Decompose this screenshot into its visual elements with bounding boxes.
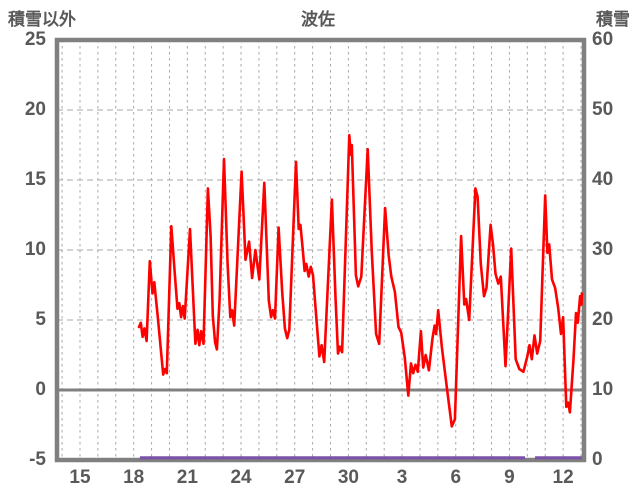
left-axis-tick: 5 — [35, 309, 46, 330]
left-axis-tick: 0 — [35, 379, 46, 400]
right-axis-tick: 10 — [592, 379, 614, 400]
left-axis-tick: 10 — [24, 239, 46, 260]
right-axis-tick: 60 — [592, 29, 614, 50]
left-axis-tick: 25 — [24, 29, 46, 50]
right-axis-tick: 20 — [592, 309, 614, 330]
left-axis-tick: 15 — [24, 169, 46, 190]
x-axis-tick: 9 — [504, 467, 515, 488]
left-axis-tick: 20 — [24, 99, 46, 120]
left-axis-title: 積雪以外 — [8, 10, 76, 29]
chart-title: 波佐 — [301, 10, 335, 29]
x-axis-tick: 6 — [450, 467, 462, 488]
x-axis-tick: 18 — [123, 467, 145, 488]
right-axis-tick: 40 — [592, 169, 614, 190]
x-axis-tick: 3 — [396, 467, 408, 488]
x-axis-tick: 24 — [230, 467, 252, 488]
x-axis-tick: 12 — [552, 467, 574, 488]
x-axis-tick: 15 — [69, 467, 91, 488]
left-axis-tick: -5 — [29, 449, 46, 470]
x-axis-tick: 21 — [176, 467, 198, 488]
right-axis-tick: 30 — [592, 239, 614, 260]
x-axis-tick: 30 — [337, 467, 359, 488]
right-axis-tick: 0 — [592, 449, 603, 470]
right-axis-title: 積雪 — [596, 10, 630, 29]
right-axis-tick: 50 — [592, 99, 614, 120]
x-axis-tick: 27 — [284, 467, 306, 488]
